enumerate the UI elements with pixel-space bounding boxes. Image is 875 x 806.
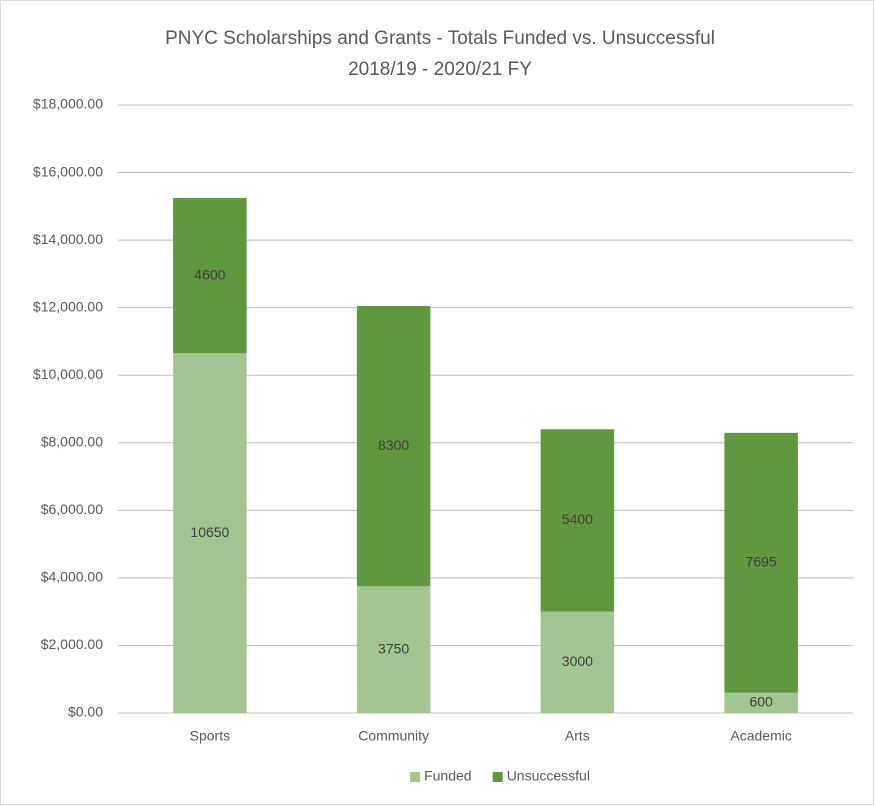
data-label: 8300 bbox=[378, 437, 409, 453]
data-label: 10650 bbox=[190, 524, 229, 540]
y-tick-label: $18,000.00 bbox=[33, 96, 103, 112]
y-tick-label: $10,000.00 bbox=[33, 366, 103, 382]
y-tick-label: $0.00 bbox=[68, 704, 103, 720]
data-label: 600 bbox=[749, 694, 773, 710]
data-label: 3750 bbox=[378, 640, 409, 656]
bar-segment bbox=[724, 692, 798, 713]
bar-segment bbox=[724, 432, 798, 693]
data-label: 4600 bbox=[194, 266, 225, 282]
bar-segment bbox=[356, 305, 431, 587]
data-label: 5400 bbox=[562, 511, 593, 527]
bar-segment bbox=[173, 353, 247, 713]
y-tick-label: $12,000.00 bbox=[33, 298, 103, 314]
bar-segment bbox=[540, 611, 615, 713]
data-label: 3000 bbox=[562, 653, 593, 669]
legend-swatch bbox=[492, 772, 503, 782]
chart-subtitle: 2018/19 - 2020/21 FY bbox=[348, 59, 532, 80]
y-tick-label: $8,000.00 bbox=[41, 433, 103, 449]
bar-segment bbox=[356, 586, 431, 713]
x-tick-label: Arts bbox=[565, 728, 590, 744]
x-tick-label: Community bbox=[358, 728, 429, 744]
data-label: 7695 bbox=[746, 553, 777, 569]
x-tick-label: Sports bbox=[190, 728, 230, 744]
y-tick-label: $14,000.00 bbox=[33, 231, 103, 247]
y-tick-label: $6,000.00 bbox=[41, 501, 103, 517]
legend-label: Unsuccessful bbox=[507, 768, 590, 784]
legend-label: Funded bbox=[424, 768, 471, 784]
chart-title: PNYC Scholarships and Grants - Totals Fu… bbox=[165, 28, 715, 49]
y-tick-label: $4,000.00 bbox=[41, 569, 103, 585]
y-tick-label: $2,000.00 bbox=[41, 636, 103, 652]
y-tick-label: $16,000.00 bbox=[33, 163, 103, 179]
bar-segment bbox=[173, 197, 247, 354]
x-tick-label: Academic bbox=[730, 728, 791, 744]
legend-swatch bbox=[410, 772, 421, 782]
bar-segment bbox=[540, 429, 615, 612]
